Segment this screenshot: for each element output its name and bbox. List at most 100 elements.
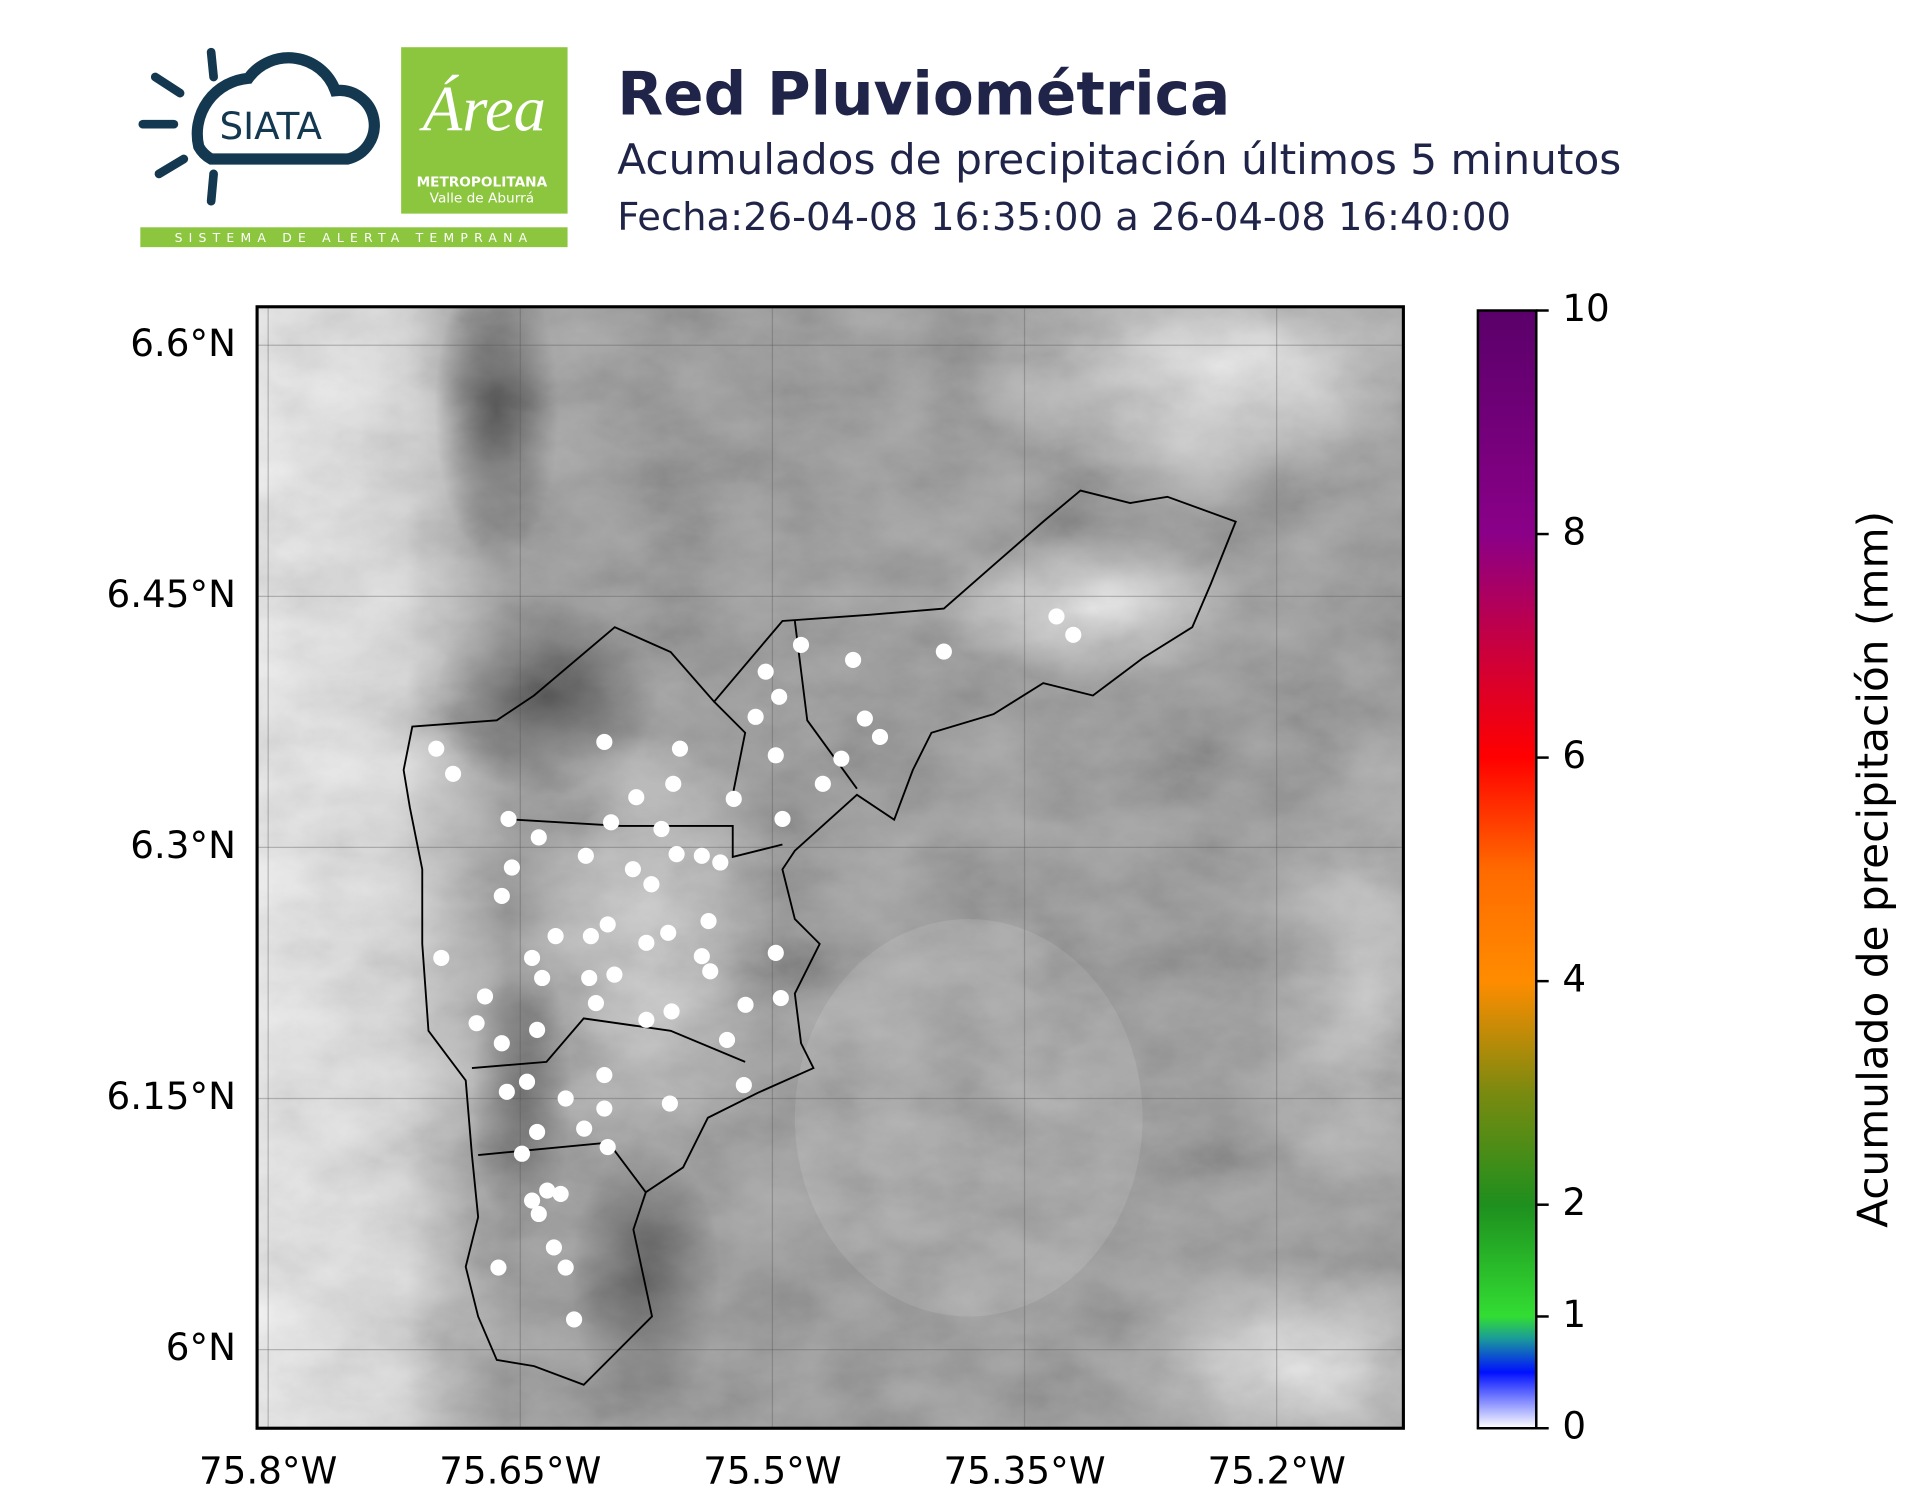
station: [638, 1011, 655, 1028]
station: [774, 810, 791, 828]
station: [1065, 626, 1082, 643]
station: [668, 846, 685, 863]
station: [534, 969, 551, 987]
station: [871, 728, 889, 746]
station: [596, 733, 613, 751]
x-tick-label: 75.2°W: [1207, 1448, 1345, 1492]
station: [771, 688, 788, 705]
station: [737, 996, 754, 1013]
station: [757, 663, 774, 680]
station: [523, 1192, 541, 1209]
station: [552, 1185, 569, 1202]
station: [557, 1090, 574, 1107]
y-tick-label: 6.3°N: [130, 823, 236, 867]
station: [702, 963, 719, 980]
colorbar: [1476, 309, 1538, 1430]
station: [772, 989, 789, 1007]
boundaries: [402, 489, 1237, 1386]
station: [493, 887, 510, 905]
station: [433, 949, 450, 966]
x-tick-label: 75.8°W: [199, 1448, 337, 1492]
area-text: Área: [419, 72, 546, 144]
station: [476, 988, 494, 1005]
map-frame: [255, 305, 1405, 1430]
y-tick-label: 6.45°N: [107, 572, 236, 616]
colorbar-tick-label: 8: [1562, 510, 1586, 554]
station: [498, 1083, 515, 1100]
station: [671, 740, 689, 757]
station: [576, 1120, 593, 1137]
station: [500, 810, 517, 828]
station: [665, 775, 682, 792]
area-line2: Valle de Aburrá: [430, 190, 534, 206]
station: [661, 1095, 678, 1112]
area-line1: METROPOLITANA: [417, 174, 548, 190]
station: [767, 747, 784, 764]
station: [663, 1003, 680, 1020]
station: [596, 1066, 613, 1084]
station: [529, 1021, 546, 1038]
colorbar-tick-label: 1: [1562, 1292, 1586, 1336]
station: [518, 1073, 536, 1090]
y-tick-label: 6.15°N: [107, 1074, 236, 1118]
station: [602, 814, 620, 831]
x-tick-label: 75.65°W: [439, 1448, 601, 1492]
station: [599, 1138, 616, 1156]
x-tick-label: 75.5°W: [703, 1448, 841, 1492]
siata-logo: SIATA: [138, 47, 380, 206]
station: [693, 847, 710, 864]
station: [428, 740, 445, 757]
y-tick-label: 6°N: [166, 1325, 236, 1369]
station: [468, 1015, 485, 1032]
station: [529, 1123, 546, 1141]
station: [545, 1239, 562, 1256]
station: [638, 934, 655, 951]
station: [490, 1259, 507, 1276]
station: [845, 651, 862, 669]
station: [444, 765, 462, 782]
x-tick-label: 75.35°W: [943, 1448, 1105, 1492]
station: [935, 643, 952, 660]
terrain: [257, 306, 1404, 1429]
station: [725, 790, 742, 807]
station: [539, 1182, 556, 1199]
station: [1048, 608, 1065, 625]
station: [718, 1031, 736, 1048]
station: [581, 969, 598, 987]
area-logo: Área METROPOLITANA Valle de Aburrá SISTE…: [140, 47, 568, 248]
colorbar-label: Acumulado de precipitación (mm): [1849, 511, 1898, 1228]
station: [493, 1035, 510, 1052]
station: [587, 995, 605, 1012]
station: [566, 1311, 583, 1328]
station: [747, 708, 764, 725]
station: [530, 1205, 547, 1223]
station: [856, 710, 873, 727]
station: [557, 1259, 574, 1276]
colorbar-tick-label: 0: [1562, 1404, 1586, 1448]
colorbar-tick-label: 10: [1562, 286, 1609, 330]
station: [814, 775, 831, 792]
station: [628, 789, 645, 806]
station: [767, 944, 784, 961]
station: [624, 861, 641, 878]
station: [833, 750, 850, 767]
station: [596, 1100, 613, 1117]
chart-title: Red Pluviométrica: [617, 60, 1230, 129]
station: [792, 636, 810, 653]
chart-date: Fecha:26-04-08 16:35:00 a 26-04-08 16:40…: [617, 195, 1511, 240]
chart-subtitle: Acumulados de precipitación últimos 5 mi…: [617, 135, 1621, 184]
station: [577, 847, 594, 864]
station: [582, 928, 599, 945]
station: [693, 948, 710, 965]
station: [700, 912, 717, 930]
station: [606, 966, 623, 983]
y-tick-label: 6.6°N: [130, 321, 236, 365]
station: [653, 820, 670, 838]
station: [712, 854, 729, 871]
station: [643, 876, 660, 893]
station: [530, 829, 547, 846]
strip-text: SISTEMA DE ALERTA TEMPRANA: [175, 230, 534, 245]
siata-text: SIATA: [219, 104, 322, 148]
station: [660, 924, 677, 941]
